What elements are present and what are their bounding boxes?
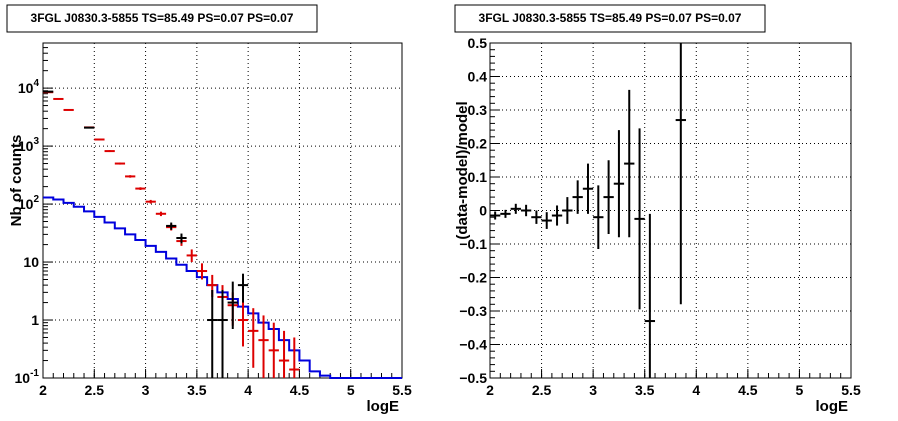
x-axis-title: logE — [367, 398, 400, 415]
residual-point — [624, 89, 635, 238]
model-counts-point — [53, 97, 64, 100]
y-axis-title: Nb of counts — [8, 135, 25, 227]
model-counts-point — [135, 187, 146, 190]
y-tick-label: 0.5 — [468, 35, 488, 51]
model-counts-point — [94, 138, 105, 141]
model-counts-point — [196, 263, 208, 280]
data-counts-point — [43, 90, 54, 93]
x-tick-label: 5 — [796, 382, 804, 398]
residual-point — [603, 160, 614, 234]
x-tick-label: 4 — [244, 382, 252, 398]
residual-point — [551, 205, 563, 226]
data-counts-point — [217, 289, 228, 378]
y-tick-base: 10 — [18, 196, 34, 212]
residual-point — [531, 210, 542, 224]
y-tick-label: −0.1 — [459, 236, 487, 252]
residuals-panel: 3FGL J0830.3-5855 TS=85.49 PS=0.07 PS=0.… — [454, 4, 861, 415]
y-tick-label: −0.5 — [459, 370, 487, 386]
model-counts-point — [145, 199, 156, 204]
data-counts-point — [84, 126, 95, 129]
x-tick-label: 2 — [486, 382, 494, 398]
x-tick-label: 3.5 — [635, 382, 655, 398]
y-tick-label: −0.2 — [459, 270, 487, 286]
x-tick-label: 2.5 — [85, 382, 105, 398]
residual-point — [613, 130, 625, 238]
data-counts-point — [227, 281, 238, 330]
chart-title: 3FGL J0830.3-5855 TS=85.49 PS=0.07 PS=0.… — [31, 11, 294, 25]
model-counts-point — [155, 211, 167, 217]
model-counts-point — [289, 337, 300, 378]
residual-point — [500, 209, 511, 218]
model-counts-point — [268, 322, 279, 378]
data-counts-point — [237, 273, 249, 303]
x-tick-label: 5 — [347, 382, 355, 398]
chart-title-box: 3FGL J0830.3-5855 TS=85.49 PS=0.07 PS=0.… — [454, 4, 766, 33]
y-tick-base: 10 — [23, 254, 39, 270]
model-counts-point — [63, 108, 74, 111]
x-tick-label: 2 — [39, 382, 47, 398]
x-tick-label: 5.5 — [841, 382, 861, 398]
y-tick-label: 0.4 — [468, 69, 488, 85]
data-counts-point — [176, 233, 187, 244]
model-counts-point — [237, 300, 249, 347]
y-tick-label: −0.3 — [459, 303, 487, 319]
residual-point — [490, 211, 501, 220]
y-tick-label: 0.1 — [468, 169, 488, 185]
y-tick-base: 10 — [18, 80, 34, 96]
model-counts-point — [258, 315, 269, 378]
x-tick-label: 3 — [589, 382, 597, 398]
model-counts-point — [114, 162, 126, 165]
y-tick-label: 10-1 — [15, 368, 40, 386]
y-axis-title: (data-model)/model — [454, 101, 471, 239]
y-tick-base: 1 — [31, 312, 39, 328]
data-counts-point — [207, 289, 218, 378]
residual-point — [593, 185, 604, 250]
y-tick-exponent: -1 — [30, 368, 39, 379]
y-tick-label: 0.3 — [468, 102, 488, 118]
title-frame — [6, 4, 318, 33]
model-counts-point — [104, 150, 115, 153]
residual-point — [572, 180, 583, 214]
x-axis-title: logE — [816, 398, 849, 415]
y-tick-label: 1 — [31, 312, 39, 328]
residual-point — [520, 204, 532, 217]
y-tick-label: 102 — [18, 194, 40, 212]
x-tick-label: 4 — [692, 382, 700, 398]
y-tick-exponent: 3 — [33, 136, 39, 147]
y-tick-label: 0.2 — [468, 136, 488, 152]
residual-point — [675, 43, 686, 305]
data-counts-point — [166, 222, 177, 230]
y-tick-label: 0 — [479, 203, 487, 219]
model-counts-point — [186, 249, 197, 263]
model-step-line — [43, 196, 402, 379]
residual-point — [644, 213, 656, 378]
model-counts-point — [248, 308, 259, 368]
counts-panel: 3FGL J0830.3-5855 TS=85.49 PS=0.07 PS=0.… — [6, 4, 412, 415]
y-tick-exponent: 4 — [33, 78, 39, 89]
residual-point — [634, 128, 645, 310]
title-frame — [454, 4, 766, 33]
x-tick-label: 4.5 — [738, 382, 758, 398]
x-tick-label: 4.5 — [290, 382, 310, 398]
model-counts-point — [278, 330, 290, 378]
y-tick-label: −0.4 — [459, 337, 487, 353]
residual-point — [582, 163, 594, 214]
x-tick-label: 3.5 — [187, 382, 207, 398]
x-tick-label: 2.5 — [532, 382, 552, 398]
y-tick-base: 10 — [18, 138, 34, 154]
y-tick-base: 10 — [15, 370, 31, 386]
y-tick-label: 10 — [23, 254, 39, 270]
y-tick-label: 103 — [18, 136, 40, 154]
chart-title-box: 3FGL J0830.3-5855 TS=85.49 PS=0.07 PS=0.… — [6, 4, 318, 33]
y-tick-exponent: 2 — [33, 194, 39, 205]
residual-point — [510, 203, 521, 214]
chart-title: 3FGL J0830.3-5855 TS=85.49 PS=0.07 PS=0.… — [479, 11, 742, 25]
residual-point — [541, 212, 552, 229]
model-counts-point — [125, 175, 136, 178]
y-tick-label: 104 — [18, 78, 40, 96]
x-tick-label: 5.5 — [392, 382, 412, 398]
residual-point — [562, 197, 573, 224]
x-tick-label: 3 — [142, 382, 150, 398]
